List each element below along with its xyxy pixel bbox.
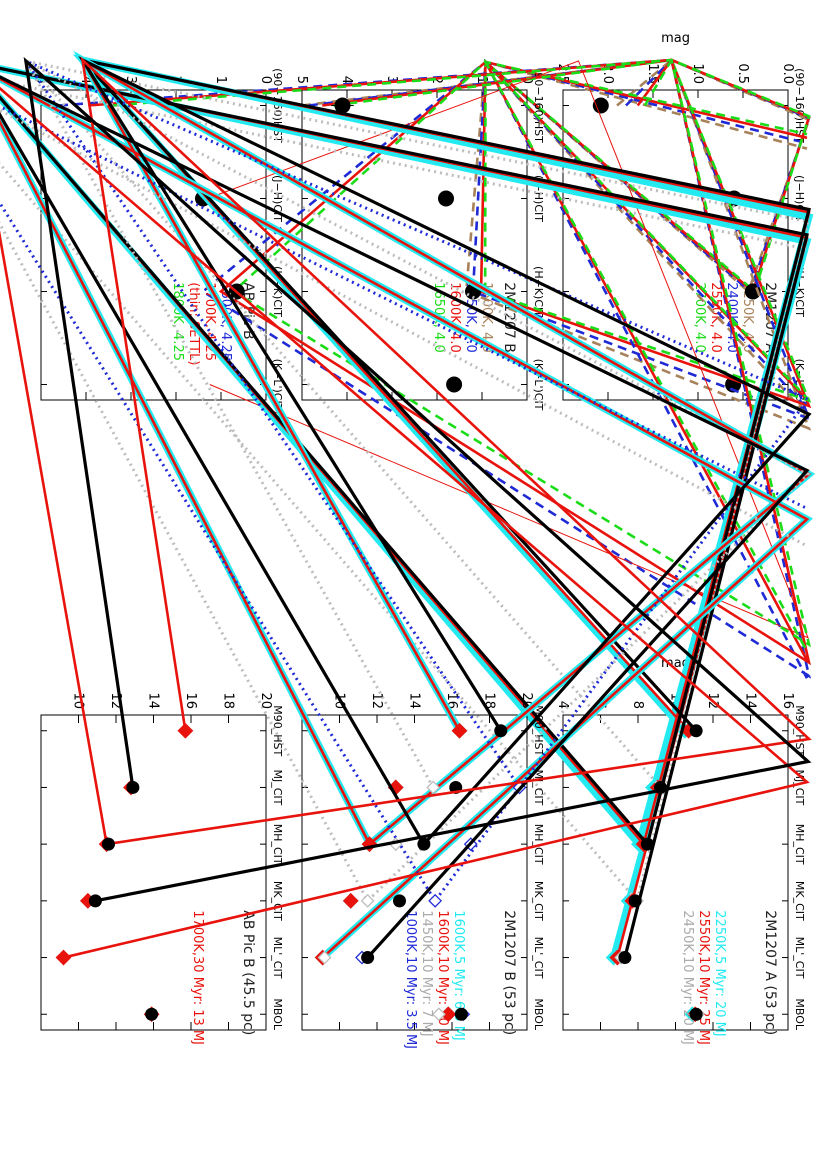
legend-entry: 1700K,30 Myr: 13 MJ (190, 910, 205, 1045)
y-tick-label: 16 (780, 692, 795, 709)
x-tick-label: MK_CIT (271, 881, 284, 921)
observed-point (438, 190, 454, 207)
y-tick-label: 14 (146, 692, 161, 709)
series-marker (55, 949, 72, 966)
y-tick-label: 0.0 (780, 63, 795, 84)
observed-line (0, 57, 811, 958)
legend-entry: 1600K, 4.0 (447, 282, 462, 353)
series-marker (431, 1007, 446, 1022)
series-line (0, 54, 814, 959)
x-tick-label: MJ_CIT (271, 770, 284, 806)
y-axis-label: mag (661, 31, 690, 46)
x-tick-label: (90−160)HST (793, 68, 806, 143)
series-line (0, 58, 810, 905)
y-tick-label: 20 (258, 692, 273, 709)
y-tick-label: 16 (183, 692, 198, 709)
y-tick-label: 1 (213, 76, 228, 84)
series-marker (360, 893, 375, 908)
series-line (301, 58, 812, 431)
panel-title: 2M1207 B (501, 282, 517, 353)
observed-point (334, 97, 351, 114)
series-line (0, 56, 812, 959)
x-tick-label: MBOL (271, 998, 284, 1031)
series-line (333, 58, 812, 403)
legend-entry: 2550K, 4.0 (708, 282, 723, 353)
y-tick-label: 14 (407, 692, 422, 709)
observed-line (23, 56, 812, 903)
x-tick-label: MK_CIT (793, 881, 806, 921)
observed-point (102, 837, 115, 851)
legend-entry: 1450K,10 Myr: 7 MJ (419, 910, 434, 1036)
series-marker (342, 892, 359, 909)
series-line (0, 57, 811, 958)
x-tick-label: MBOL (793, 998, 806, 1031)
y-tick-label: 0.5 (735, 63, 750, 84)
observed-point (689, 1007, 703, 1021)
series-marker (317, 950, 332, 965)
y-tick-label: 4 (555, 701, 570, 709)
series-line (0, 56, 812, 959)
y-tick-label: 4 (339, 76, 354, 84)
observed-point (628, 894, 642, 908)
observed-point (640, 837, 654, 851)
panel-title: 2M1207 A (53 pc) (762, 910, 778, 1035)
panel-colors_B: (90−160)HST(J−H)CIT(H−K)CIT(K−L')CIT0123… (294, 58, 812, 431)
observed-point (361, 951, 375, 965)
observed-point (446, 376, 463, 393)
series-line (0, 50, 816, 961)
y-tick-label: 5 (294, 76, 309, 84)
observed-point (618, 951, 632, 965)
y-tick-label: 1 (474, 76, 489, 84)
y-tick-label: 18 (221, 692, 236, 709)
y-tick-label: 12 (369, 692, 384, 709)
panel-title: 2M1207 B (53 pc) (501, 910, 517, 1035)
legend-entry: 1600K,10 Myr: 10 MJ (435, 910, 450, 1045)
observed-point (126, 780, 140, 794)
series-marker (177, 722, 194, 739)
x-tick-label: (90−160)HST (532, 68, 545, 143)
y-tick-label: 3 (123, 76, 138, 84)
series-marker (426, 780, 441, 795)
x-tick-label: M90_HST (271, 705, 284, 756)
x-tick-label: ML'_CIT (271, 937, 284, 979)
legend-entry: 1000K,10 Myr: 3.5 MJ (403, 910, 418, 1049)
x-tick-label: MH_CIT (793, 824, 806, 865)
series-marker (428, 893, 443, 908)
observed-point (145, 1007, 159, 1021)
legend-entry: 1600K,5 Myr: 6.5 MJ (451, 910, 466, 1041)
x-tick-label: MH_CIT (271, 824, 284, 865)
observed-point (689, 724, 703, 738)
legend-entry: 1500K, 4.0 (479, 282, 494, 353)
x-tick-label: ML'_CIT (793, 937, 806, 979)
panel-title: AB Pic B (45.5 pc) (240, 910, 256, 1035)
series-marker (451, 722, 468, 739)
series-line (58, 58, 811, 679)
legend-entry: 2450K,10 Myr: 20 MJ (680, 910, 695, 1045)
observed-point (88, 894, 102, 908)
observed-point (592, 97, 609, 114)
observed-line (0, 56, 812, 959)
observed-point (494, 724, 508, 738)
observed-point (393, 894, 406, 908)
legend-entry: 2550K,10 Myr: 25 MJ (696, 910, 711, 1045)
series-line (308, 58, 812, 421)
x-tick-label: MBOL (532, 998, 545, 1031)
y-tick-label: 2 (429, 76, 444, 84)
x-tick-label: ML'_CIT (532, 937, 545, 979)
y-tick-label: 8 (630, 701, 645, 709)
observed-point (417, 837, 431, 851)
x-tick-label: (H−K)CIT (532, 266, 545, 317)
y-tick-label: 0 (258, 76, 273, 84)
legend-entry: 2250K,5 Myr: 20 MJ (712, 910, 727, 1036)
x-tick-label: MK_CIT (532, 881, 545, 921)
plot-frame (40, 89, 267, 401)
y-axis-label: mag (661, 656, 690, 671)
observed-point (454, 1007, 468, 1021)
